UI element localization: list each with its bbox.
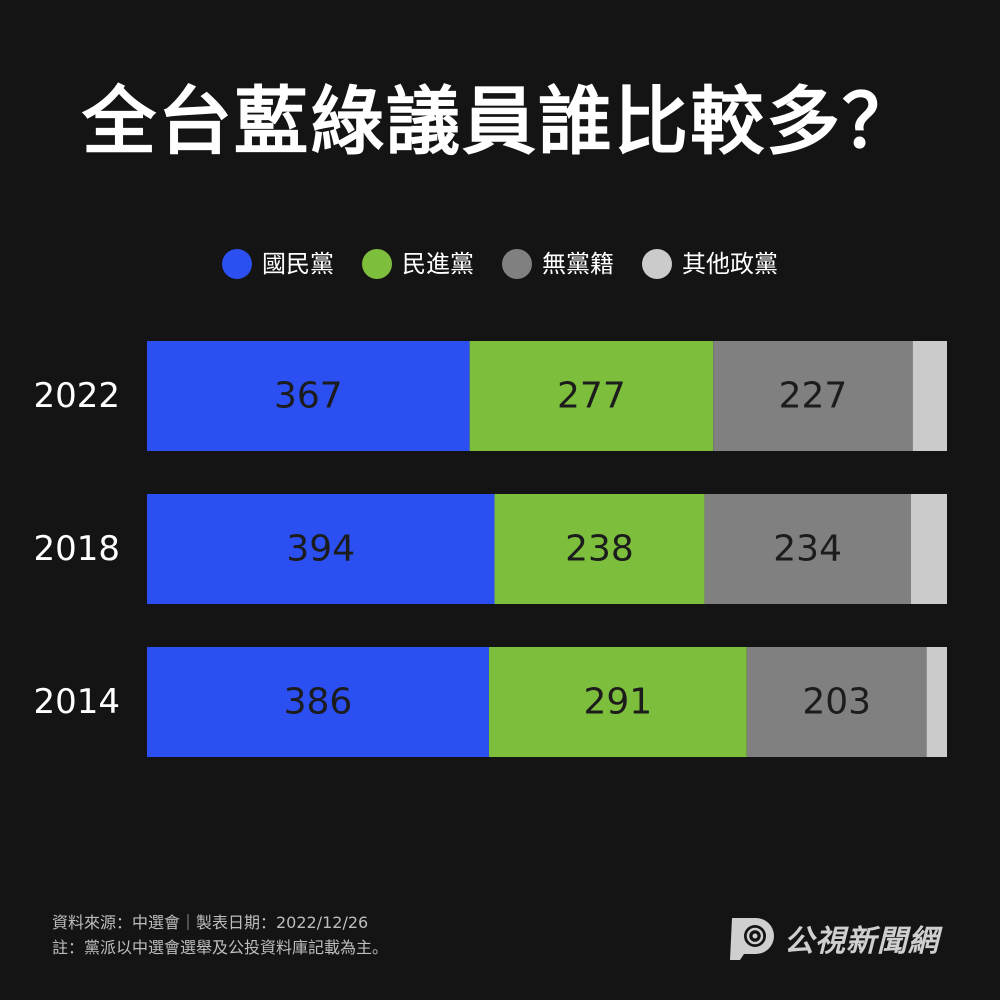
legend-swatch-dpp xyxy=(362,249,392,279)
bar-2014-dpp xyxy=(488,647,747,757)
legend-label-others: 其他政黨 xyxy=(682,250,778,278)
data-label-2018-kmt: 394 xyxy=(286,529,355,570)
bar-2018-independent xyxy=(704,494,911,604)
data-label-2014-dpp: 291 xyxy=(584,682,653,723)
data-label-2022-dpp: 277 xyxy=(557,376,626,417)
logo-text: 公視新聞網 xyxy=(784,924,939,959)
bar-2018-others xyxy=(910,494,947,604)
legend-item-others: 其他政黨 xyxy=(642,244,778,284)
legend: 國民黨 民進黨 無黨籍 其他政黨 xyxy=(0,244,1000,284)
legend-label-kmt: 國民黨 xyxy=(262,250,334,278)
bar-2022-others xyxy=(912,341,947,451)
bar-2014-others xyxy=(926,647,947,757)
data-label-2018-dpp: 238 xyxy=(565,529,634,570)
bar-2022-independent xyxy=(713,341,913,451)
legend-item-independent: 無黨籍 xyxy=(502,244,614,284)
legend-swatch-kmt xyxy=(222,249,252,279)
bar-2022-kmt xyxy=(147,341,470,451)
bar-2014-independent xyxy=(746,647,927,757)
chart-title: 全台藍綠議員誰比較多？ xyxy=(82,79,918,165)
data-label-2022-independent: 227 xyxy=(779,376,848,417)
data-label-2018-independent: 234 xyxy=(773,529,842,570)
party-note: 註：黨派以中選會選舉及公投資料庫記載為主。 xyxy=(52,938,389,957)
bar-2018-kmt xyxy=(147,494,495,604)
legend-swatch-independent xyxy=(502,249,532,279)
legend-label-independent: 無黨籍 xyxy=(542,250,614,278)
legend-item-dpp: 民進黨 xyxy=(362,244,474,284)
logo: 公視新聞網 xyxy=(726,912,939,964)
year-label-2022: 2022 xyxy=(33,376,120,416)
bar-2018-dpp xyxy=(494,494,705,604)
legend-item-kmt: 國民黨 xyxy=(222,244,334,284)
data-label-2014-kmt: 386 xyxy=(284,682,353,723)
legend-label-dpp: 民進黨 xyxy=(402,250,474,278)
bar-2022-dpp xyxy=(469,341,714,451)
pts-logo-icon xyxy=(730,918,774,960)
source-note: 資料來源：中選會｜製表日期：2022/12/26 xyxy=(52,913,369,932)
legend-swatch-others xyxy=(642,249,672,279)
year-label-2018: 2018 xyxy=(33,529,120,569)
footer: 資料來源：中選會｜製表日期：2022/12/26 註：黨派以中選會選舉及公投資料… xyxy=(52,910,388,960)
data-label-2014-independent: 203 xyxy=(802,682,871,723)
year-label-2014: 2014 xyxy=(33,682,120,722)
data-label-2022-kmt: 367 xyxy=(274,376,343,417)
bar-2014-kmt xyxy=(147,647,489,757)
